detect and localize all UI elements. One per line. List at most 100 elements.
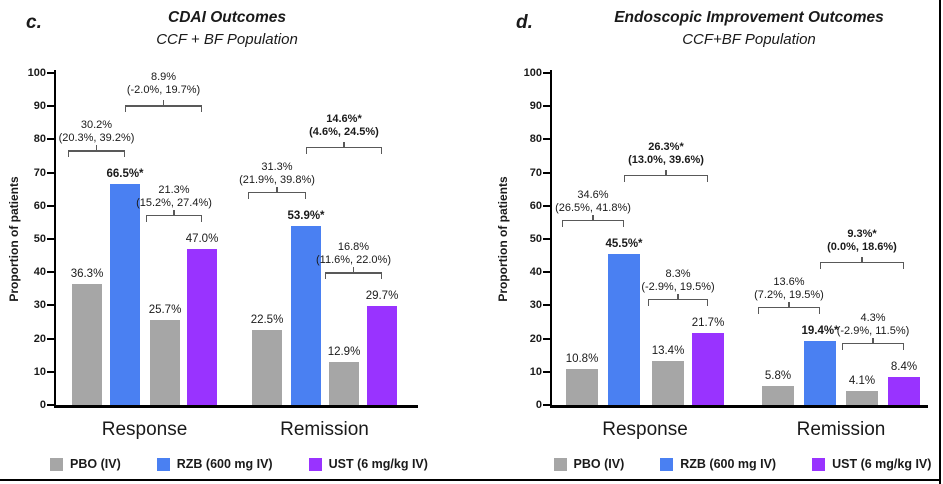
comparison-estimate: 14.6%* — [326, 113, 362, 126]
comparison-label: 31.3% (21.9%, 39.8%) — [197, 161, 357, 187]
bracket-end-right — [706, 298, 708, 306]
bracket-center-tick — [343, 142, 345, 148]
bracket-end-right — [380, 147, 382, 155]
comparison-estimate: 16.8% — [337, 241, 370, 254]
comparison-bracket — [562, 214, 624, 228]
panel-cdai-outcomes: c. CDAI Outcomes CCF + BF Population Pro… — [0, 0, 472, 478]
comparison-ci: (26.5%, 41.8%) — [555, 201, 631, 214]
bar — [762, 385, 794, 405]
bar-value-label: 8.4% — [890, 361, 918, 374]
comparison-estimate: 8.9% — [150, 71, 177, 84]
y-tick-label: 30 — [33, 299, 46, 312]
legend-item: UST (6 mg/kg IV) — [308, 457, 428, 471]
y-tick-mark — [47, 271, 54, 274]
bracket-end-left — [842, 343, 844, 351]
legend-item: PBO (IV) — [50, 457, 121, 471]
bar-value-label: 19.4%* — [801, 324, 839, 337]
legend-label: PBO (IV) — [70, 457, 121, 471]
bracket-end-left — [820, 261, 822, 269]
comparison-ci: (7.2%, 19.5%) — [754, 288, 824, 301]
y-tick-mark — [543, 105, 550, 108]
comparison-ci: (11.6%, 22.0%) — [315, 254, 391, 267]
bracket-end-left — [325, 272, 327, 280]
bar-value-label: 5.8% — [764, 369, 792, 382]
bracket-center-tick — [872, 338, 874, 344]
comparison-bracket — [842, 338, 904, 351]
bar — [110, 184, 140, 405]
comparison-bracket — [648, 293, 708, 307]
y-tick-mark — [543, 72, 550, 74]
bracket-center-tick — [173, 209, 175, 215]
y-tick-mark — [47, 72, 54, 74]
bracket-center-tick — [592, 214, 594, 220]
category-label: Remission — [280, 419, 369, 440]
comparison-label: 8.3% (-2.9%, 19.5%) — [598, 268, 758, 294]
bracket-line — [648, 298, 708, 301]
comparison-ci: (13.0%, 39.6%) — [628, 153, 704, 166]
bracket-end-right — [622, 219, 624, 227]
comparison-bracket — [125, 100, 202, 113]
bar — [804, 340, 836, 405]
legend-item: RZB (600 mg IV) — [660, 457, 776, 471]
comparison-bracket — [820, 256, 904, 270]
y-tick-label: 20 — [33, 332, 46, 345]
comparison-estimate: 8.3% — [665, 267, 691, 280]
bracket-end-right — [706, 174, 708, 182]
y-tick-mark — [47, 105, 54, 108]
y-tick-mark — [47, 337, 54, 340]
legend-swatch — [50, 457, 64, 471]
comparison-ci: (20.3%, 39.2%) — [58, 132, 135, 145]
bracket-line — [248, 192, 306, 194]
y-tick-mark — [543, 204, 550, 207]
comparison-ci: (-2.0%, 19.7%) — [126, 84, 201, 97]
y-tick-label: 90 — [529, 100, 542, 113]
y-tick-label: 50 — [529, 233, 542, 245]
comparison-estimate: 31.3% — [261, 161, 293, 174]
bracket-center-tick — [276, 187, 278, 193]
category-label: Response — [101, 419, 188, 440]
bar-value-label: 36.3% — [70, 268, 104, 281]
legend-item: PBO (IV) — [553, 457, 624, 471]
chart-title: CDAI Outcomes — [168, 9, 286, 26]
y-tick-label: 60 — [33, 199, 46, 212]
comparison-bracket — [248, 187, 306, 200]
y-tick-label: 60 — [529, 199, 542, 212]
bracket-end-right — [200, 105, 202, 113]
legend-swatch — [308, 457, 322, 471]
comparison-bracket — [146, 209, 202, 223]
y-tick-label: 100 — [27, 67, 46, 79]
bar — [252, 330, 282, 405]
comparison-estimate: 21.3% — [158, 183, 190, 196]
legend-swatch — [812, 457, 826, 471]
bracket-center-tick — [861, 256, 863, 262]
x-axis-line — [550, 405, 928, 408]
legend-swatch — [660, 457, 674, 471]
y-tick-mark — [543, 304, 550, 307]
comparison-estimate: 26.3%* — [648, 140, 684, 153]
comparison-label: 9.3%* (0.0%, 18.6%) — [782, 228, 942, 254]
y-axis-line — [550, 70, 552, 408]
bar — [652, 360, 684, 405]
y-tick-label: 100 — [523, 67, 542, 79]
plot-area: 0 10 20 30 40 50 60 70 80 90 100 10.8% 45.5%* 13.4% 21… — [472, 0, 941, 478]
bracket-end-left — [758, 306, 760, 314]
y-tick-mark — [47, 138, 54, 141]
legend-swatch — [553, 457, 567, 471]
panel-endoscopic-outcomes: d. Endoscopic Improvement Outcomes CCF+B… — [472, 0, 941, 478]
comparison-ci: (21.9%, 39.8%) — [239, 174, 315, 187]
bracket-end-right — [123, 150, 125, 158]
bar — [888, 377, 920, 405]
y-tick-label: 80 — [529, 133, 542, 146]
bar-value-label: 21.7% — [691, 316, 725, 329]
legend-label: RZB (600 mg IV) — [680, 457, 777, 471]
comparison-label: 13.6% (7.2%, 19.5%) — [709, 276, 869, 302]
comparison-estimate: 4.3% — [860, 312, 886, 325]
bracket-line — [306, 147, 382, 149]
y-tick-label: 70 — [33, 166, 46, 179]
comparison-label: 34.6% (26.5%, 41.8%) — [513, 189, 673, 215]
y-tick-mark — [47, 304, 54, 307]
bracket-center-tick — [665, 169, 667, 175]
comparison-label: 8.9% (-2.0%, 19.7%) — [84, 71, 244, 97]
comparison-label: 4.3% (-2.9%, 11.5%) — [793, 312, 943, 338]
comparison-ci: (15.2%, 27.4%) — [136, 196, 212, 209]
